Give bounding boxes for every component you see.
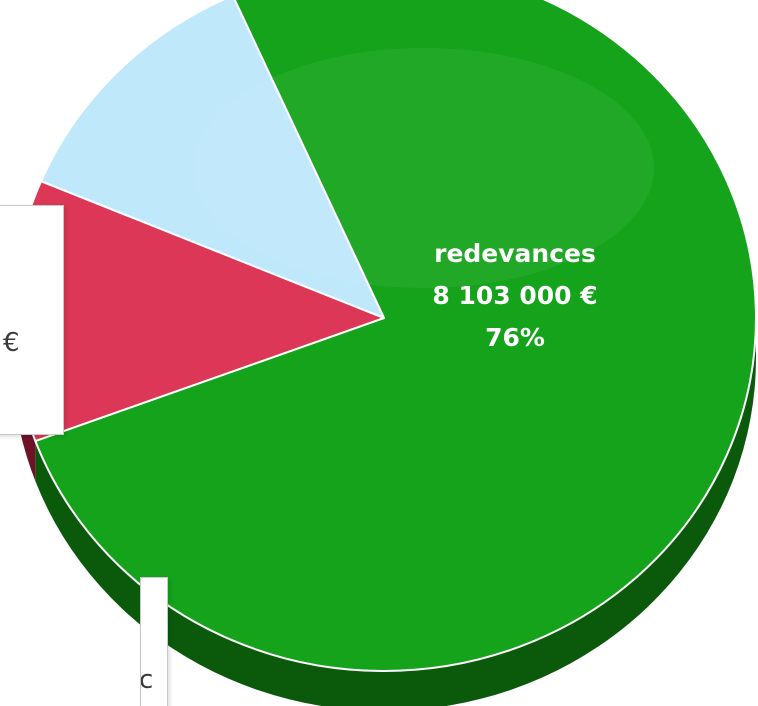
pie-highlight bbox=[194, 48, 654, 288]
callout-top-text: € bbox=[3, 328, 20, 358]
pie-slice-0 bbox=[34, 0, 757, 672]
callout-box-bottom: c bbox=[140, 577, 168, 706]
slice-0-label-line-1: 8 103 000 € bbox=[432, 281, 597, 310]
slice-0-label-line-0: redevances bbox=[434, 239, 596, 268]
slice-0-label-line-2: 76% bbox=[485, 323, 545, 352]
callout-bottom-text: c bbox=[140, 665, 154, 695]
pie-slice-1-side bbox=[12, 318, 36, 482]
pie-slice-2 bbox=[40, 0, 385, 319]
callout-box-top: € bbox=[0, 205, 64, 435]
